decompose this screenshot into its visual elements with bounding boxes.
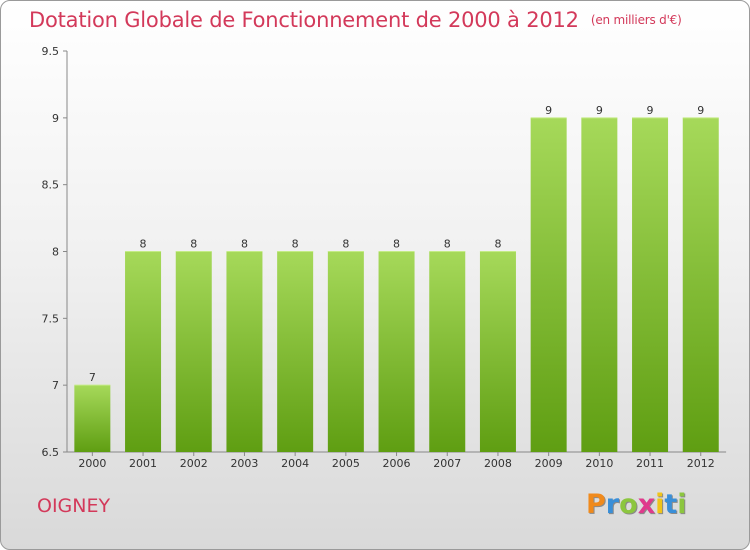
x-tick-label: 2009 [535, 457, 563, 470]
bar [125, 251, 162, 452]
bar [327, 251, 364, 452]
y-tick-label: 9 [52, 112, 59, 125]
x-tick-label: 2000 [78, 457, 106, 470]
bar-value-label: 7 [89, 371, 96, 384]
proxiti-logo: Proxiti [586, 489, 687, 520]
y-tick-label: 7.5 [42, 312, 60, 325]
x-tick-label: 2002 [180, 457, 208, 470]
bar [175, 251, 212, 452]
x-tick-label: 2008 [484, 457, 512, 470]
x-tick-label: 2005 [332, 457, 360, 470]
bar [378, 251, 415, 452]
x-tick-label: 2003 [230, 457, 258, 470]
bar [429, 251, 466, 452]
commune-name: OIGNEY [37, 495, 111, 517]
x-tick-label: 2011 [636, 457, 664, 470]
x-tick-label: 2006 [383, 457, 411, 470]
bar-value-label: 9 [647, 104, 654, 117]
bar [581, 117, 618, 452]
bar-value-label: 8 [494, 238, 501, 251]
x-tick-label: 2012 [687, 457, 715, 470]
bar [277, 251, 314, 452]
y-tick-label: 9.5 [42, 45, 60, 58]
bar-value-label: 8 [393, 238, 400, 251]
bar [226, 251, 263, 452]
chart-title: Dotation Globale de Fonctionnement de 20… [29, 8, 682, 32]
bar [632, 117, 669, 452]
bar-value-label: 9 [545, 104, 552, 117]
bar-value-label: 8 [444, 238, 451, 251]
y-tick-label: 7 [52, 379, 59, 392]
y-tick-label: 8 [52, 246, 59, 259]
bar-value-label: 8 [241, 238, 248, 251]
bar [74, 385, 111, 452]
chart-subtitle: (en milliers d'€) [590, 13, 682, 27]
bar [682, 117, 719, 452]
bar-value-label: 9 [697, 104, 704, 117]
y-tick-label: 6.5 [42, 446, 60, 459]
bar-value-label: 8 [292, 238, 299, 251]
bar-value-label: 8 [140, 238, 147, 251]
x-tick-label: 2004 [281, 457, 309, 470]
x-tick-label: 2010 [585, 457, 613, 470]
bar [530, 117, 567, 452]
bar-value-label: 8 [342, 238, 349, 251]
y-tick-label: 8.5 [42, 179, 60, 192]
bar-value-label: 8 [190, 238, 197, 251]
x-tick-label: 2007 [433, 457, 461, 470]
bar [479, 251, 516, 452]
x-tick-label: 2001 [129, 457, 157, 470]
bar-value-label: 9 [596, 104, 603, 117]
